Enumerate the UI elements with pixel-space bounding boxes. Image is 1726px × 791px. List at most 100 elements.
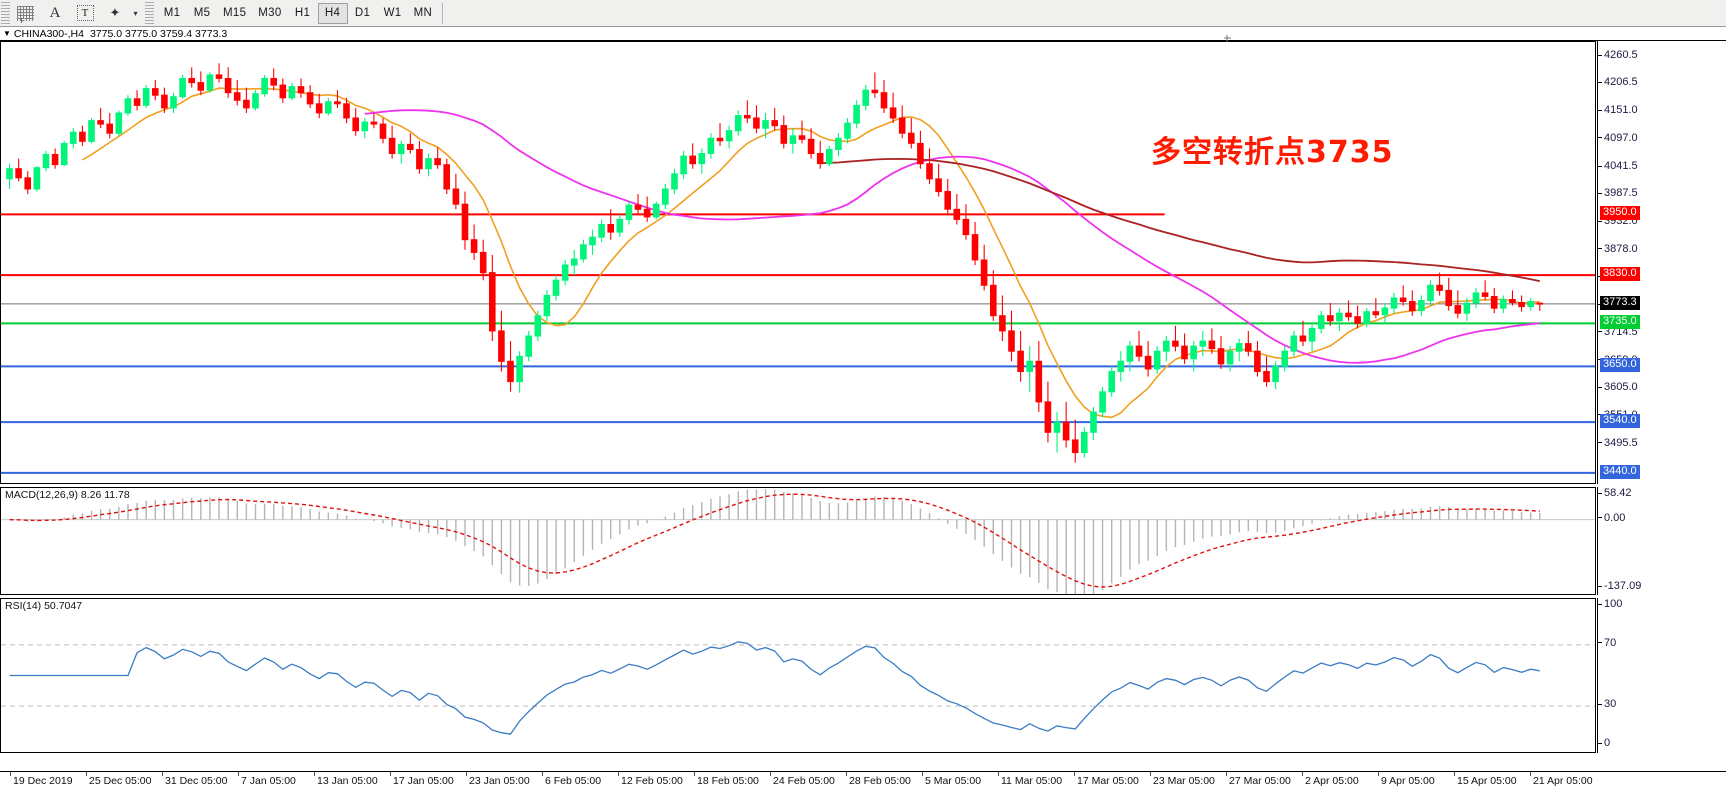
- price-pane[interactable]: 多空转折点3735: [0, 35, 1596, 484]
- last-price-3773-tag[interactable]: 3773.3: [1600, 295, 1640, 310]
- level-3540-tag[interactable]: 3540.0: [1600, 414, 1640, 429]
- time-tick: [1226, 772, 1227, 776]
- timeframe-m15[interactable]: M15: [223, 7, 247, 19]
- rsi-tick: 100: [1598, 598, 1622, 610]
- time-label: 24 Feb 05:00: [773, 775, 835, 787]
- chart-annotation-text: 多空转折点3735: [1151, 135, 1394, 170]
- macd-svg: [1, 489, 1595, 594]
- time-label: 7 Jan 05:00: [241, 775, 296, 787]
- macd-tick: 58.42: [1598, 487, 1632, 499]
- level-3440-tag[interactable]: 3440.0: [1600, 464, 1640, 479]
- price-tick: 4041.5: [1598, 160, 1638, 172]
- time-label: 2 Apr 05:00: [1305, 775, 1359, 787]
- timeframe-d1[interactable]: D1: [354, 7, 371, 19]
- time-label: 31 Dec 05:00: [165, 775, 228, 787]
- chevron-down-icon[interactable]: ▾: [133, 8, 138, 18]
- price-tick: 4151.0: [1598, 104, 1638, 116]
- timeframe-drag-handle[interactable]: [145, 1, 154, 25]
- time-label: 11 Mar 05:00: [1001, 775, 1063, 787]
- symbol-name: CHINA300-,H4: [13, 27, 84, 40]
- macd-tick: -137.09: [1598, 580, 1641, 592]
- level-3950-tag[interactable]: 3950.0: [1600, 206, 1640, 221]
- time-label: 23 Mar 05:00: [1153, 775, 1215, 787]
- rsi-tick: 30: [1598, 698, 1616, 710]
- text-box-icon[interactable]: T: [70, 2, 100, 25]
- objects-icon[interactable]: ✦: [109, 5, 121, 20]
- time-tick: [846, 772, 847, 776]
- time-tick: [1302, 772, 1303, 776]
- time-label: 9 Apr 05:00: [1381, 775, 1435, 787]
- price-candles-svg: [1, 63, 1595, 474]
- time-label: 17 Mar 05:00: [1077, 775, 1139, 787]
- time-tick: [1074, 772, 1075, 776]
- time-tick: [314, 772, 315, 776]
- time-tick: [390, 772, 391, 776]
- time-tick: [238, 772, 239, 776]
- symbol-info-bar: ▼ CHINA300-,H4 3775.0 3775.0 3759.4 3773…: [0, 27, 1726, 41]
- time-label: 17 Jan 05:00: [393, 775, 454, 787]
- time-tick: [162, 772, 163, 776]
- time-tick: [542, 772, 543, 776]
- time-label: 5 Mar 05:00: [925, 775, 982, 787]
- time-axis[interactable]: 19 Dec 2019 25 Dec 05:00 31 Dec 05:00 7 Jan…: [0, 771, 1726, 791]
- rsi-axis: 100 70 30 0: [1597, 598, 1726, 753]
- level-3735-tag[interactable]: 3735.0: [1600, 315, 1640, 330]
- macd-tick: 0.00: [1598, 512, 1625, 524]
- rsi-tick: 0: [1598, 737, 1610, 749]
- rsi-label: RSI(14) 50.7047: [5, 600, 83, 612]
- time-label: 15 Apr 05:00: [1457, 775, 1517, 787]
- timeframe-m30[interactable]: M30: [258, 7, 282, 19]
- price-tick: 3987.5: [1598, 187, 1638, 199]
- level-3650-tag[interactable]: 3650.0: [1600, 358, 1640, 373]
- time-tick: [1378, 772, 1379, 776]
- timeframe-w1[interactable]: W1: [383, 7, 402, 19]
- time-tick: [1530, 772, 1531, 776]
- chart-toolbar: A T ✦ ▾ M1 M5 M15 M30 H1 H4 D1 W1 MN: [0, 0, 1726, 27]
- time-tick: [694, 772, 695, 776]
- symbol-ohlc: 3775.0 3775.0 3759.4 3773.3: [89, 27, 228, 40]
- macd-axis: 58.42 0.00 -137.09: [1597, 487, 1726, 595]
- time-label: 13 Jan 05:00: [317, 775, 378, 787]
- toolbar-separator: [442, 2, 444, 24]
- time-tick: [618, 772, 619, 776]
- time-label: 6 Feb 05:00: [545, 775, 602, 787]
- macd-label: MACD(12,26,9) 8.26 11.78: [5, 489, 130, 501]
- grid-f-icon[interactable]: [10, 2, 40, 25]
- timeframe-mn[interactable]: MN: [413, 7, 433, 19]
- rsi-pane[interactable]: RSI(14) 50.7047: [0, 598, 1596, 753]
- macd-pane[interactable]: MACD(12,26,9) 8.26 11.78: [0, 487, 1596, 595]
- price-tick: 3605.0: [1598, 381, 1638, 393]
- time-label: 19 Dec 2019: [13, 775, 73, 787]
- time-tick: [1150, 772, 1151, 776]
- price-tick: 3878.0: [1598, 243, 1638, 255]
- time-tick: [1454, 772, 1455, 776]
- timeframe-m1[interactable]: M1: [163, 7, 181, 19]
- level-3830-tag[interactable]: 3830.0: [1600, 267, 1640, 282]
- price-axis[interactable]: 4260.5 4206.5 4151.0 4097.0 4041.5 3987.5 3932…: [1597, 41, 1726, 484]
- time-label: 27 Mar 05:00: [1229, 775, 1291, 787]
- timeframe-h1[interactable]: H1: [294, 7, 311, 19]
- price-tick: 4260.5: [1598, 49, 1638, 61]
- timeframe-m5[interactable]: M5: [193, 7, 211, 19]
- time-label: 25 Dec 05:00: [89, 775, 152, 787]
- time-tick: [770, 772, 771, 776]
- time-tick: [922, 772, 923, 776]
- price-tick: 3495.5: [1598, 437, 1638, 449]
- toolbar-drag-handle[interactable]: [1, 1, 10, 25]
- time-tick: [466, 772, 467, 776]
- expand-triangle-icon[interactable]: ▼: [3, 29, 11, 38]
- text-a-icon[interactable]: A: [49, 4, 61, 21]
- price-tick: 4206.5: [1598, 76, 1638, 88]
- time-label: 12 Feb 05:00: [621, 775, 683, 787]
- crosshair-marker: [1223, 34, 1231, 42]
- price-tick: 4097.0: [1598, 132, 1638, 144]
- timeframe-h4[interactable]: H4: [317, 2, 348, 24]
- chart-area: 多空转折点3735 4260.5 4206.5 4151.0 4097.0 4041.5…: [0, 35, 1726, 771]
- time-label: 21 Apr 05:00: [1533, 775, 1593, 787]
- time-tick: [998, 772, 999, 776]
- rsi-tick: 70: [1598, 637, 1616, 649]
- time-label: 23 Jan 05:00: [469, 775, 530, 787]
- rsi-svg: [1, 641, 1595, 735]
- time-tick: [10, 772, 11, 776]
